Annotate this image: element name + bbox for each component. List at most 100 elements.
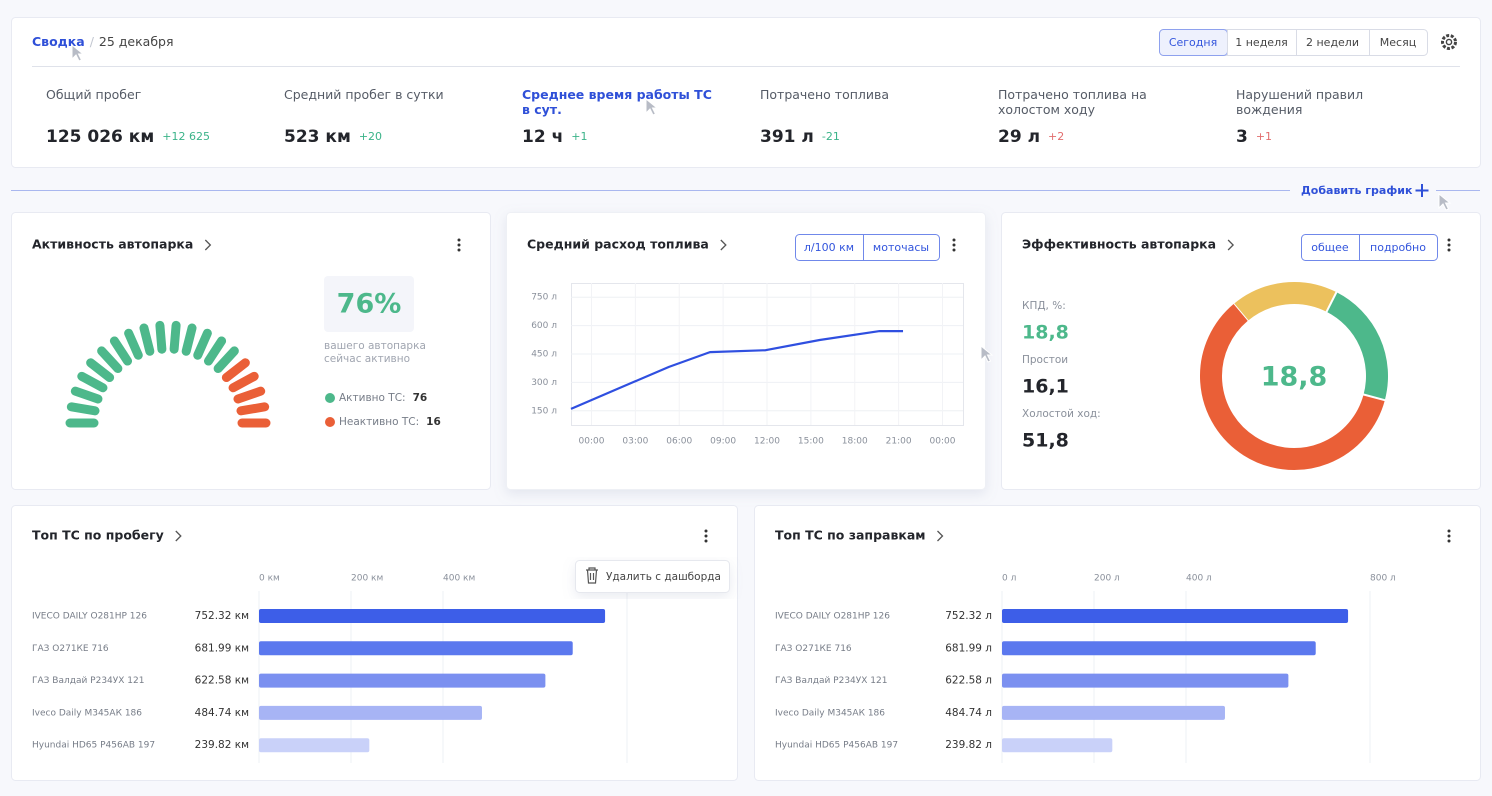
legend-item: Активно ТС: 76 [339, 392, 427, 404]
kpi-label: Средний пробег в сутки [284, 87, 444, 102]
kpi-value: 3 [1236, 127, 1248, 147]
chart-title[interactable]: Топ ТС по пробегу [32, 528, 164, 543]
x-tick-label: 800 л [1370, 574, 1396, 584]
x-tick-label: 400 км [443, 574, 475, 584]
settings-icon[interactable] [1441, 34, 1457, 50]
bar [259, 705, 482, 720]
legend-value: 16 [426, 416, 441, 428]
menu-dot[interactable] [952, 238, 956, 242]
value-label: 752.32 км [195, 610, 249, 622]
mouse-cursor [71, 43, 85, 62]
kpi-label: Нарушений правил вождения [1236, 87, 1364, 117]
bar [1002, 641, 1316, 656]
gauge-segment [233, 386, 266, 404]
summary-card [11, 17, 1481, 168]
menu-dot[interactable] [704, 529, 708, 533]
gauge-segment [221, 358, 250, 383]
donut-segment [1326, 292, 1388, 401]
kpi-label: Общий пробег [46, 87, 142, 102]
title-chevron[interactable] [204, 239, 212, 251]
bar [1002, 673, 1289, 688]
period-button[interactable]: 1 неделя [1235, 36, 1287, 49]
kpi-value: 125 026 км [46, 127, 154, 147]
legend-dot [325, 417, 335, 427]
x-tick-label: 400 л [1186, 574, 1212, 584]
value-label: 622.58 км [195, 675, 249, 687]
menu-dot[interactable] [704, 539, 708, 543]
title-chevron[interactable] [1227, 239, 1235, 251]
gauge-segment [109, 336, 133, 366]
bar [1002, 738, 1113, 753]
menu-dot[interactable] [704, 534, 708, 538]
kpi-delta: +20 [359, 130, 382, 143]
menu-dot[interactable] [1447, 529, 1451, 533]
x-tick-label: 15:00 [798, 437, 824, 447]
menu-dot[interactable] [1447, 248, 1451, 252]
bar [259, 609, 606, 623]
mouse-cursor [1438, 192, 1452, 211]
period-button[interactable]: Сегодня [1169, 36, 1217, 49]
menu-dot[interactable] [1447, 534, 1451, 538]
category-label: ГАЗ О271КЕ 716 [775, 644, 852, 654]
value-label: 239.82 л [945, 739, 992, 751]
breadcrumb-title[interactable]: Сводка [32, 34, 85, 49]
segment-gap [1325, 290, 1338, 314]
menu-dot[interactable] [952, 248, 956, 252]
period-button[interactable]: 2 недели [1306, 36, 1359, 49]
add-chart-button[interactable]: Добавить график [1301, 184, 1413, 197]
toggle-button[interactable]: подробно [1370, 241, 1426, 254]
gauge-segment [77, 371, 108, 393]
gauge-segment [70, 386, 103, 404]
toggle-button[interactable]: общее [1311, 241, 1349, 254]
toggle-button[interactable]: л/100 км [804, 241, 854, 254]
chart-title[interactable]: Топ ТС по заправкам [775, 528, 926, 543]
toggle-group [795, 234, 940, 261]
x-tick-label: 200 л [1094, 574, 1120, 584]
gauge-segment [139, 323, 155, 356]
metric-value: 51,8 [1022, 430, 1069, 452]
value-label: 681.99 км [195, 642, 249, 654]
metric-label: КПД, %: [1022, 300, 1066, 312]
kpi-label: Потрачено топлива на холостом ходу [998, 87, 1147, 117]
menu-dot[interactable] [457, 243, 461, 247]
menu-dot[interactable] [1447, 243, 1451, 247]
category-label: IVECO DAILY О281НР 126 [775, 612, 890, 622]
legend-value: 76 [413, 392, 428, 404]
x-tick-label: 21:00 [886, 437, 912, 447]
menu-dot[interactable] [457, 238, 461, 242]
period-button[interactable]: Месяц [1380, 36, 1416, 49]
category-label: Iveco Daily М345АК 186 [32, 708, 142, 718]
menu-dot[interactable] [457, 248, 461, 252]
popup[interactable] [575, 560, 730, 593]
toggle-button[interactable]: моточасы [873, 241, 929, 254]
title-chevron[interactable] [937, 530, 944, 542]
kpi-value: 391 л [760, 127, 814, 147]
percent-box [324, 276, 414, 332]
kpi-delta: -21 [822, 130, 840, 143]
title-chevron[interactable] [720, 239, 727, 251]
metric-label: Холостой ход: [1022, 408, 1101, 420]
gauge-segment [155, 320, 167, 354]
chart-title[interactable]: Активность автопарка [32, 237, 193, 252]
menu-dot[interactable] [1447, 539, 1451, 543]
chart-title[interactable]: Средний расход топлива [527, 237, 709, 252]
popup-item[interactable]: Удалить с дашборда [606, 571, 721, 583]
category-label: Hyundai HD65 Р456АВ 197 [775, 741, 898, 751]
value-label: 484.74 л [945, 707, 992, 719]
legend-item: Неактивно ТС: 16 [339, 416, 441, 428]
gauge-segment [193, 328, 212, 360]
kpi-value: 523 км [284, 127, 351, 147]
x-tick-label: 06:00 [666, 437, 692, 447]
gauge-segment [213, 346, 239, 374]
menu-dot[interactable] [952, 243, 956, 247]
chart-title[interactable]: Эффективность автопарка [1022, 237, 1216, 252]
menu-dot[interactable] [1447, 238, 1451, 242]
line-series [570, 329, 904, 410]
title-chevron[interactable] [175, 530, 182, 542]
donut-segment [1233, 282, 1337, 322]
legend-name: Неактивно ТС: [339, 416, 419, 428]
category-label: ГАЗ Валдай Р234УХ 121 [32, 676, 144, 686]
category-label: Hyundai HD65 Р456АВ 197 [32, 741, 155, 751]
add-icon[interactable] [1415, 184, 1429, 197]
kpi-label: Среднее время работы ТС в сут. [522, 87, 712, 117]
